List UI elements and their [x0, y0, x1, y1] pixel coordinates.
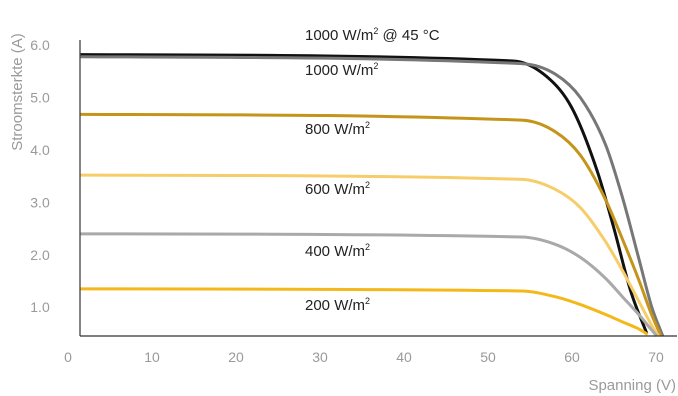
series-line-2 [80, 112, 663, 337]
x-axis-title: Spanning (V) [588, 377, 676, 394]
x-tick-label: 70 [648, 349, 664, 365]
series-label-1: 1000 W/m2 [305, 61, 378, 79]
series-labels: 1000 W/m2 @ 45 °C 1000 W/m2 800 W/m2 600 W/… [305, 26, 440, 314]
x-tick-label: 0 [64, 349, 72, 365]
x-tick-label: 10 [144, 349, 160, 365]
y-tick-label: 1.0 [30, 299, 50, 315]
series-label-4: 400 W/m2 [305, 242, 370, 260]
series-curves [80, 53, 665, 337]
y-tick-label: 2.0 [30, 247, 50, 263]
y-tick-label: 3.0 [30, 194, 50, 210]
x-tick-labels: 0 10 20 30 40 50 60 70 [64, 349, 664, 365]
x-tick-label: 60 [564, 349, 580, 365]
x-tick-label: 20 [228, 349, 244, 365]
y-tick-labels: 1.0 2.0 3.0 4.0 5.0 6.0 [30, 37, 50, 315]
series-line-3 [80, 173, 660, 337]
x-tick-label: 50 [480, 349, 496, 365]
series-label-0: 1000 W/m2 @ 45 °C [305, 26, 440, 44]
series-line-5 [80, 287, 649, 336]
x-tick-label: 30 [312, 349, 328, 365]
y-tick-label: 6.0 [30, 37, 50, 53]
series-line-4 [80, 232, 658, 337]
y-tick-label: 4.0 [30, 142, 50, 158]
series-label-5: 200 W/m2 [305, 296, 370, 314]
y-axis-title: Stroomsterkte (A) [9, 33, 26, 151]
series-label-2: 800 W/m2 [305, 120, 370, 138]
series-line-0 [80, 53, 649, 334]
x-tick-label: 40 [396, 349, 412, 365]
series-label-3: 600 W/m2 [305, 180, 370, 198]
series-line-1 [80, 55, 665, 337]
y-tick-label: 5.0 [30, 90, 50, 106]
